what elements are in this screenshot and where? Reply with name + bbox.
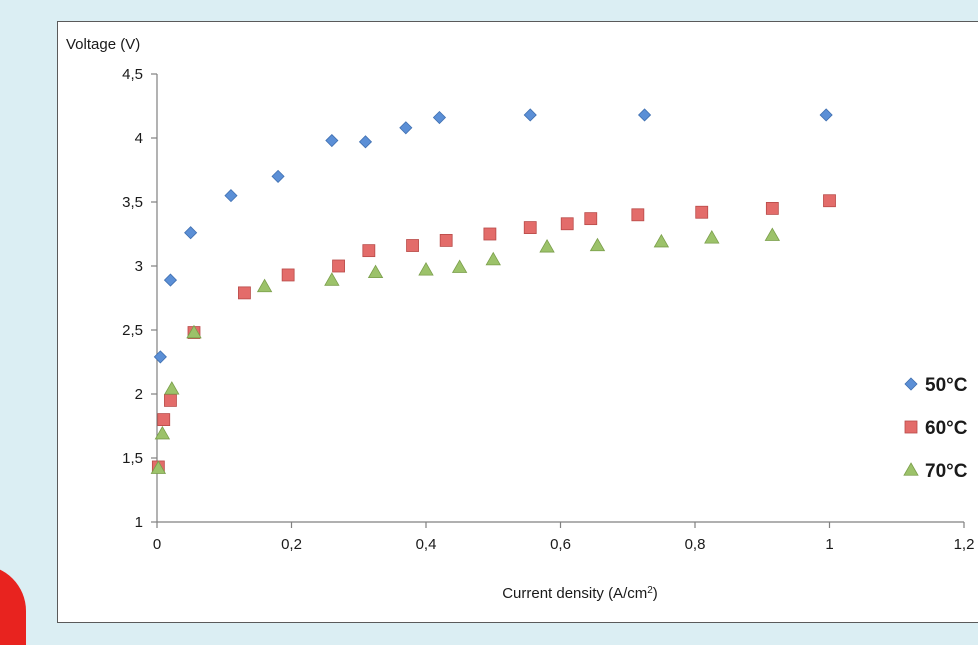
x-tick-label: 0 xyxy=(153,536,161,553)
data-point-square-marker xyxy=(483,227,497,241)
data-point-triangle-marker xyxy=(186,324,202,339)
data-point-square-marker xyxy=(332,259,345,273)
data-point-square-marker xyxy=(164,393,177,407)
data-point-diamond-marker xyxy=(224,189,238,203)
data-point-diamond-marker xyxy=(271,169,285,183)
legend-label: 70°C xyxy=(925,461,968,482)
data-points xyxy=(150,108,836,474)
legend-triangle-marker xyxy=(903,462,919,476)
data-point-square-marker xyxy=(631,208,645,222)
legend: 50°C 60°C 70°C xyxy=(903,375,968,482)
data-point-triangle-marker xyxy=(589,237,606,252)
data-point-triangle-marker xyxy=(764,227,781,241)
series-1-points xyxy=(153,108,833,364)
x-tick-label: 0,6 xyxy=(550,536,571,553)
data-point-square-marker xyxy=(765,201,779,215)
data-point-triangle-marker xyxy=(539,238,555,253)
data-point-triangle-marker xyxy=(418,262,434,276)
y-tick-label: 3,5 xyxy=(122,194,143,211)
y-axis-label: Voltage (V) xyxy=(66,36,140,53)
legend-label: 50°C xyxy=(925,375,968,396)
data-point-diamond-marker xyxy=(184,226,198,240)
data-point-square-marker xyxy=(439,233,453,247)
data-point-triangle-marker xyxy=(154,425,171,440)
data-point-diamond-marker xyxy=(819,108,833,122)
data-point-diamond-marker xyxy=(399,121,413,135)
data-point-triangle-marker xyxy=(150,460,167,474)
data-point-square-marker xyxy=(523,221,537,235)
y-tick-label: 4 xyxy=(135,130,143,147)
y-tick-label: 1,5 xyxy=(122,450,143,467)
chart-axes xyxy=(156,74,964,523)
chart-frame xyxy=(57,21,978,623)
x-tick-label: 0,4 xyxy=(416,536,437,553)
y-tick-label: 3 xyxy=(135,258,143,275)
x-axis-label: Current density (A/cm2) xyxy=(502,585,658,603)
slide-background: 1 1,5 2 2,5 3 3,5 4 4,5 0 0,2 0,4 0,6 0,8 1 1,2 Volta… xyxy=(0,21,978,645)
data-point-diamond-marker xyxy=(358,135,373,149)
y-tick-label: 4,5 xyxy=(122,66,143,83)
x-axis-ticks: 0 0,2 0,4 0,6 0,8 1 1,2 xyxy=(153,522,975,553)
y-tick-label: 1 xyxy=(135,514,143,531)
data-point-triangle-marker xyxy=(164,381,180,395)
data-point-square-marker xyxy=(695,205,709,219)
data-point-square-marker xyxy=(823,194,836,208)
data-point-square-marker xyxy=(281,268,295,282)
data-point-diamond-marker xyxy=(153,350,167,364)
voltage-current-scatter-chart: 1 1,5 2 2,5 3 3,5 4 4,5 0 0,2 0,4 0,6 0,8 1 1,2 Volta… xyxy=(66,36,975,603)
x-tick-label: 0,8 xyxy=(685,536,706,553)
data-point-square-marker xyxy=(238,286,251,300)
data-point-square-marker xyxy=(584,212,598,226)
data-point-diamond-marker xyxy=(432,110,447,125)
data-point-triangle-marker xyxy=(704,230,720,244)
data-point-diamond-marker xyxy=(523,108,537,122)
series-2-points xyxy=(151,194,836,474)
legend-square-marker xyxy=(904,420,918,434)
data-point-square-marker xyxy=(560,217,574,231)
data-point-triangle-marker xyxy=(451,259,468,273)
y-tick-label: 2 xyxy=(135,386,143,403)
data-point-triangle-marker xyxy=(485,251,501,266)
legend-label: 60°C xyxy=(925,418,968,439)
y-axis-ticks: 1 1,5 2 2,5 3 3,5 4 4,5 xyxy=(122,66,157,531)
data-point-diamond-marker xyxy=(163,273,178,287)
x-tick-label: 1 xyxy=(825,536,833,553)
data-point-diamond-marker xyxy=(325,133,339,148)
x-tick-label: 0,2 xyxy=(281,536,302,553)
data-point-triangle-marker xyxy=(256,278,273,293)
y-tick-label: 2,5 xyxy=(122,322,143,339)
data-point-triangle-marker xyxy=(653,233,670,248)
data-point-square-marker xyxy=(157,413,171,427)
x-tick-label: 1,2 xyxy=(954,536,975,553)
data-point-square-marker xyxy=(406,239,419,252)
data-point-triangle-marker xyxy=(324,272,340,286)
series-3-points xyxy=(150,227,781,474)
data-point-triangle-marker xyxy=(367,264,384,279)
data-point-square-marker xyxy=(362,244,376,258)
legend-diamond-marker xyxy=(904,377,918,391)
data-point-diamond-marker xyxy=(637,108,652,122)
